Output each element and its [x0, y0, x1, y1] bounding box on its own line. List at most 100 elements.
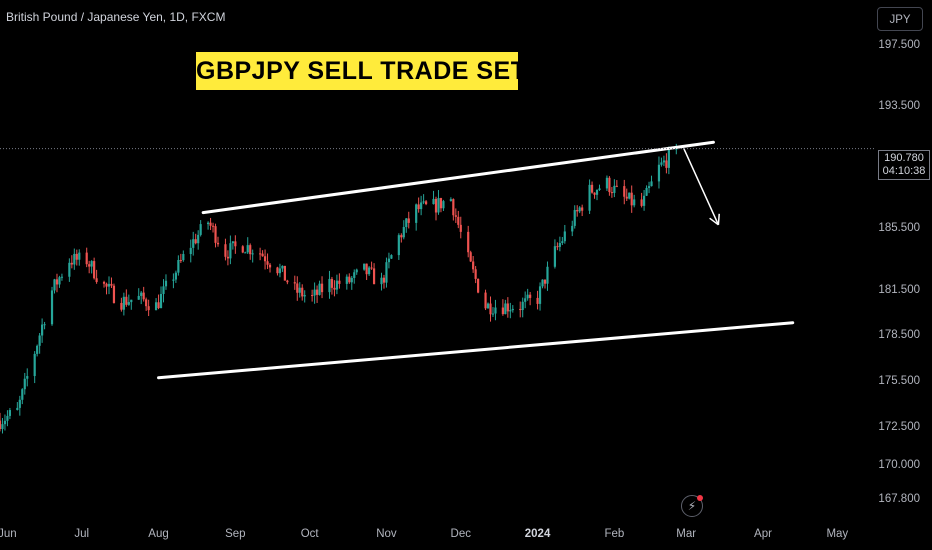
- candle: [41, 318, 44, 343]
- candle: [345, 274, 348, 290]
- candle: [501, 299, 504, 316]
- candle: [486, 302, 490, 309]
- candle: [615, 180, 618, 188]
- candle: [623, 179, 626, 205]
- candle: [328, 270, 331, 299]
- candle: [278, 263, 282, 278]
- candle: [93, 257, 96, 280]
- candle: [380, 272, 383, 291]
- candle: [647, 181, 651, 194]
- candle: [216, 236, 220, 247]
- candle: [650, 175, 653, 187]
- candle: [281, 265, 284, 272]
- candle: [385, 257, 388, 288]
- currency-button[interactable]: JPY: [877, 7, 923, 31]
- candle: [400, 233, 403, 243]
- candle: [472, 256, 475, 273]
- candle: [571, 220, 574, 237]
- candle: [459, 216, 462, 239]
- candle: [543, 279, 547, 289]
- candle: [405, 217, 408, 233]
- candle: [506, 297, 509, 318]
- candle: [432, 190, 435, 205]
- candle: [657, 156, 661, 189]
- candle: [355, 268, 358, 275]
- candle: [350, 276, 353, 290]
- candle: [55, 273, 59, 293]
- candle: [581, 204, 584, 217]
- candle: [628, 192, 631, 200]
- candle: [593, 192, 596, 199]
- candle: [26, 368, 29, 387]
- candle: [162, 279, 165, 303]
- candle: [102, 280, 106, 288]
- candle: [474, 266, 477, 284]
- candle: [120, 297, 123, 312]
- current-price-value: 190.780: [884, 152, 924, 164]
- candle: [348, 273, 351, 284]
- candle: [402, 220, 405, 240]
- candle: [645, 185, 648, 197]
- candle: [335, 274, 339, 295]
- candle: [140, 291, 143, 305]
- candle: [241, 245, 244, 254]
- candle: [58, 275, 61, 288]
- candle: [610, 186, 613, 198]
- candle: [536, 290, 539, 310]
- candle: [390, 254, 393, 259]
- candle: [164, 274, 168, 290]
- candle: [298, 282, 301, 298]
- candle: [50, 286, 54, 326]
- candle: [318, 280, 321, 296]
- price-tick-label: 167.800: [878, 493, 920, 506]
- candle: [214, 223, 217, 248]
- time-tick-label: Apr: [754, 528, 772, 540]
- candle: [179, 253, 182, 263]
- candle: [484, 289, 487, 311]
- time-tick-label: Oct: [300, 528, 319, 540]
- sell-arrow[interactable]: [683, 148, 720, 226]
- candle: [608, 176, 611, 196]
- candle: [477, 278, 480, 294]
- channel-lower-line[interactable]: [157, 321, 795, 380]
- candle: [630, 185, 633, 213]
- candle: [311, 289, 314, 302]
- candle: [85, 247, 88, 268]
- candle: [662, 155, 666, 167]
- candle: [469, 250, 472, 263]
- candle: [320, 276, 324, 299]
- time-tick-label: May: [826, 528, 849, 540]
- candle: [660, 157, 663, 167]
- candle: [147, 299, 150, 317]
- candle: [244, 251, 247, 254]
- candle: [333, 280, 336, 297]
- candle: [234, 235, 237, 254]
- candle: [263, 249, 267, 270]
- lightning-icon[interactable]: ⚡: [681, 495, 703, 517]
- candle: [454, 208, 457, 223]
- candle: [491, 307, 495, 317]
- candle: [434, 196, 438, 221]
- candle: [3, 414, 7, 431]
- time-tick-label: Mar: [676, 528, 697, 540]
- symbol-title[interactable]: British Pound / Japanese Yen, 1D, FXCM: [6, 10, 226, 24]
- candle: [353, 269, 356, 284]
- candle: [561, 236, 564, 246]
- candle: [365, 263, 368, 281]
- candle: [511, 305, 514, 313]
- candle: [194, 233, 197, 245]
- candle: [107, 276, 111, 295]
- channel-upper-line[interactable]: [201, 140, 715, 215]
- candle: [172, 273, 175, 289]
- candle: [437, 190, 440, 215]
- candle: [142, 286, 145, 302]
- candle: [605, 175, 609, 191]
- candle: [18, 395, 21, 416]
- time-tick-label: Jun: [0, 528, 17, 540]
- candle: [286, 279, 289, 285]
- candle: [397, 233, 400, 260]
- candle: [105, 282, 108, 295]
- candle: [625, 188, 628, 202]
- candle: [73, 248, 76, 270]
